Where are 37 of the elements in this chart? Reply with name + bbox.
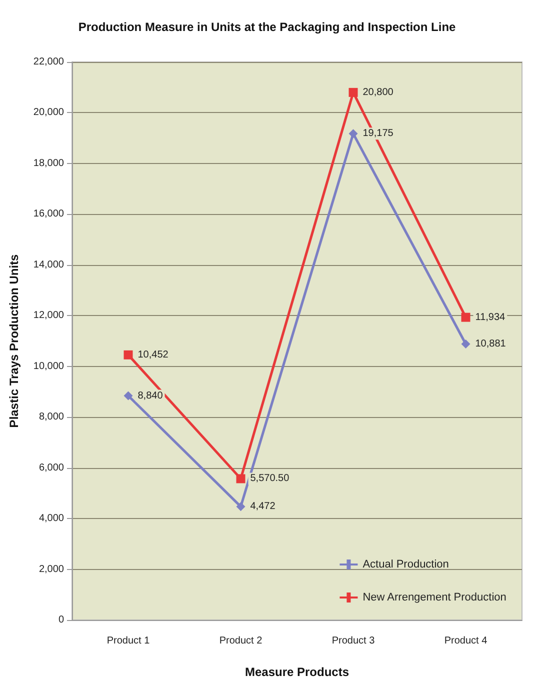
x-tick-label: Product 4 xyxy=(444,636,488,646)
point xyxy=(461,340,470,349)
data-label: 5,570.50 xyxy=(250,473,290,484)
point xyxy=(348,88,358,97)
data-label: 4,472 xyxy=(250,501,276,512)
x-tick-label: Product 1 xyxy=(106,636,150,646)
y-tick-label: 2,000 xyxy=(38,564,64,575)
chart-title: Production Measure in Units at the Packaging and Inspection Line xyxy=(78,20,456,34)
y-tick-label: 12,000 xyxy=(33,310,64,322)
y-tick-label: 8,000 xyxy=(38,412,64,423)
point xyxy=(348,129,358,138)
point xyxy=(236,502,246,512)
y-axis-title: Plastic Trays Production Units xyxy=(7,254,21,428)
x-axis-title: Measure Products xyxy=(244,665,350,679)
data-label: 19,175 xyxy=(362,128,394,140)
y-tick-label: 10,000 xyxy=(33,360,64,372)
point xyxy=(236,474,246,484)
y-tick-label: 4,000 xyxy=(38,513,64,524)
legend-label: Actual Production xyxy=(362,558,449,570)
data-label: 20,800 xyxy=(362,86,394,98)
y-tick-label: 0 xyxy=(58,614,64,626)
point xyxy=(124,350,133,360)
y-tick-label: 6,000 xyxy=(38,462,64,474)
x-tick-label: Product 3 xyxy=(332,636,376,646)
data-label: 8,840 xyxy=(138,390,164,402)
y-tick-label: 22,000 xyxy=(33,56,64,68)
y-tick-label: 20,000 xyxy=(33,107,64,118)
point xyxy=(124,391,133,400)
legend-label: New Arrengement Production xyxy=(362,592,506,604)
point xyxy=(461,312,470,322)
data-label: 10,452 xyxy=(138,349,169,360)
data-label: 11,934 xyxy=(475,312,506,323)
x-tick-label: Product 2 xyxy=(219,636,263,646)
y-tick-label: 16,000 xyxy=(33,208,64,220)
data-label: 10,881 xyxy=(475,338,506,350)
y-tick-label: 14,000 xyxy=(33,259,64,270)
y-tick-label: 18,000 xyxy=(33,158,64,169)
